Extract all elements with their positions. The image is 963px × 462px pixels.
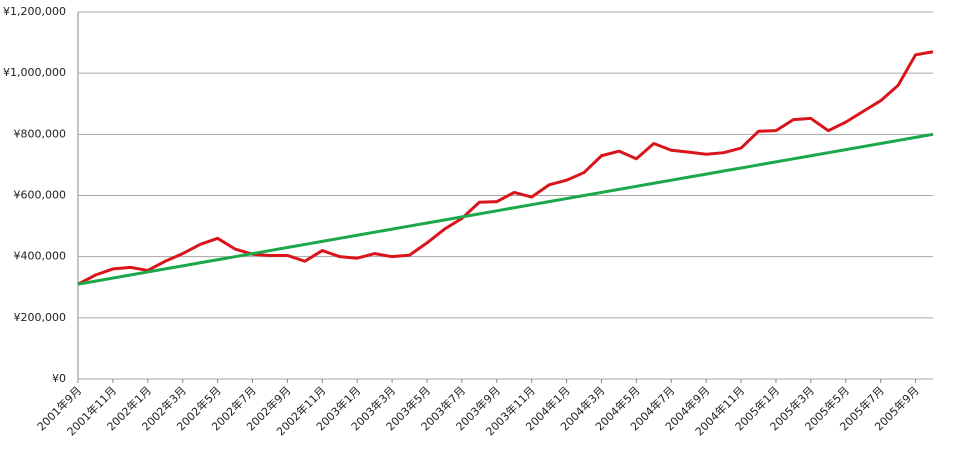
series-line <box>77 50 934 286</box>
y-tick-label: ¥200,000 <box>14 311 67 324</box>
series-line <box>77 132 934 286</box>
y-tick-label: ¥400,000 <box>14 250 67 263</box>
y-tick-label: ¥0 <box>52 372 66 385</box>
y-tick-label: ¥800,000 <box>14 127 67 140</box>
y-tick-label: ¥600,000 <box>14 189 67 202</box>
y-tick-label: ¥1,000,000 <box>3 66 66 79</box>
y-tick-label: ¥1,200,000 <box>3 5 66 18</box>
